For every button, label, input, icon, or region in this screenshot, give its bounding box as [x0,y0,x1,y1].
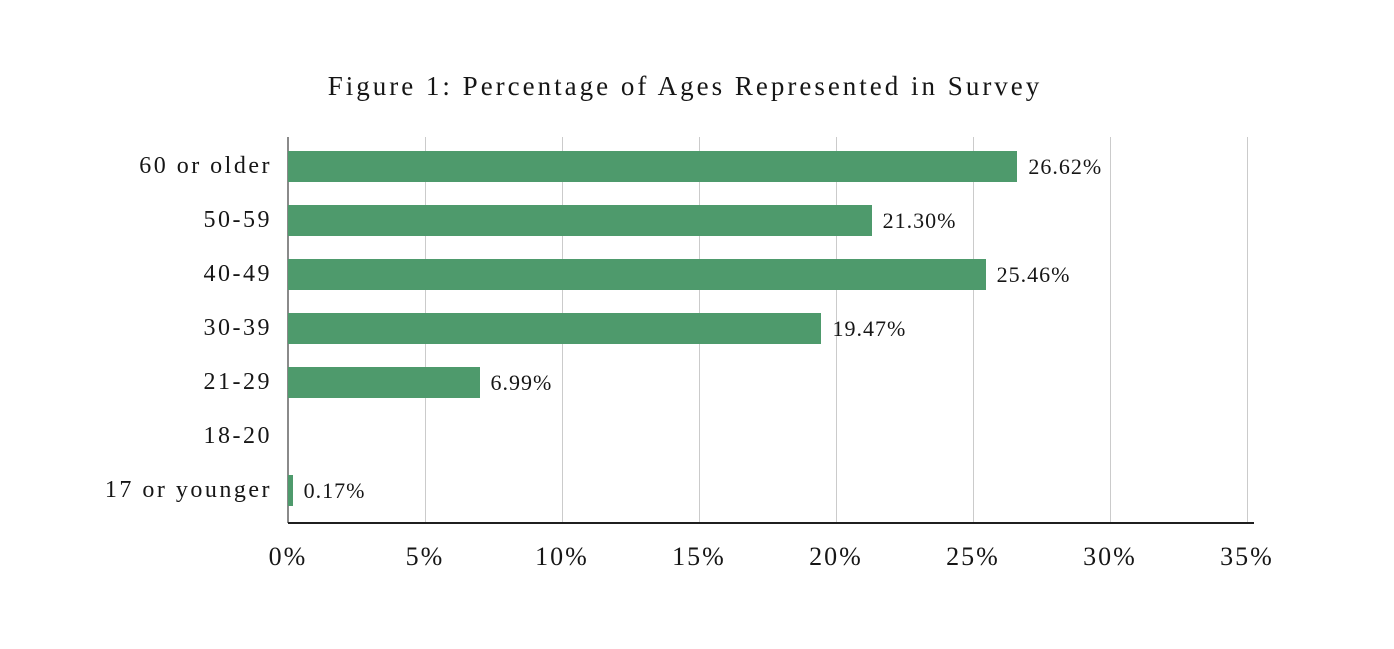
bar-value-label: 6.99% [490,369,553,395]
bar-value-label: 0.17% [303,477,366,503]
gridline [1247,137,1248,523]
category-label: 40-49 [203,260,272,287]
category-label: 21-29 [203,368,272,395]
gridline [836,137,837,523]
x-tick-label: 15% [672,542,726,571]
bar [288,258,986,290]
x-tick-label: 25% [946,542,1000,571]
x-tick-label: 0% [268,542,308,571]
x-tick-label: 35% [1220,542,1274,571]
chart-title: Figure 1: Percentage of Ages Represented… [327,71,1043,101]
bar [288,366,480,398]
x-axis-line [288,522,1254,524]
bar [288,150,1018,182]
category-label: 18-20 [203,422,272,449]
plot-area: 26.62% 21.30% 25.46% 19.47% 6.99% 0.17% [287,137,1254,524]
gridline [1110,137,1111,523]
bar [288,312,822,344]
category-label: 60 or older [139,152,272,179]
bar-value-label: 25.46% [996,261,1071,287]
x-tick-label: 30% [1083,542,1137,571]
gridline [973,137,974,523]
x-tick-label: 20% [809,542,863,571]
bar-value-label: 21.30% [882,207,957,233]
x-tick-label: 10% [535,542,589,571]
x-tick-label: 5% [405,542,445,571]
category-label: 50-59 [203,206,272,233]
category-label: 30-39 [203,314,272,341]
bar [288,204,872,236]
category-label: 17 or younger [104,476,272,503]
bar [288,474,293,506]
bar-value-label: 26.62% [1028,153,1103,179]
bar-value-label: 19.47% [832,315,907,341]
